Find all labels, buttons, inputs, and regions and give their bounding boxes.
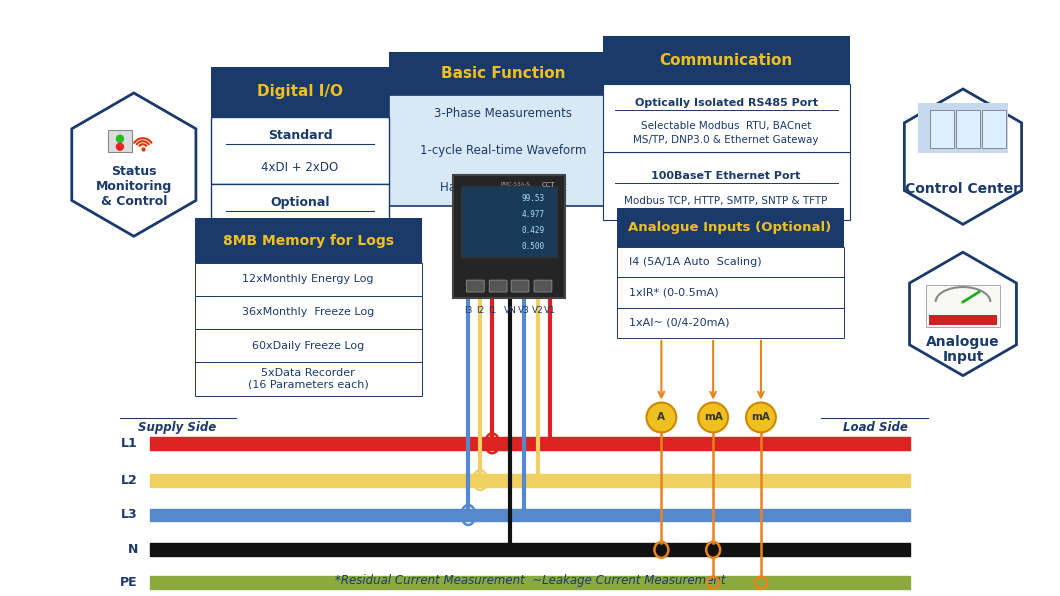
FancyBboxPatch shape (195, 362, 422, 396)
FancyBboxPatch shape (108, 130, 131, 152)
FancyBboxPatch shape (617, 247, 844, 277)
Polygon shape (909, 252, 1017, 375)
FancyBboxPatch shape (930, 315, 996, 325)
Text: Status
Monitoring
& Control: Status Monitoring & Control (95, 165, 172, 208)
Text: I2: I2 (476, 306, 484, 315)
FancyBboxPatch shape (212, 117, 389, 184)
Text: Control Center: Control Center (905, 182, 1021, 195)
Text: Harmonics up to 31st: Harmonics up to 31st (440, 181, 566, 194)
Text: Analogue: Analogue (926, 335, 1000, 349)
Text: 3-Phase Measurements: 3-Phase Measurements (435, 107, 572, 120)
FancyBboxPatch shape (389, 95, 618, 206)
Circle shape (699, 402, 728, 432)
Text: PMC-53A-S: PMC-53A-S (500, 182, 530, 187)
FancyBboxPatch shape (926, 285, 1000, 327)
Text: Digital I/O: Digital I/O (258, 85, 343, 100)
FancyBboxPatch shape (617, 277, 844, 308)
Text: *Residual Current Measurement  ~Leakage Current Measurement: *Residual Current Measurement ~Leakage C… (335, 573, 725, 586)
FancyBboxPatch shape (617, 209, 844, 247)
Circle shape (647, 402, 676, 432)
Text: 8MB Memory for Logs: 8MB Memory for Logs (223, 234, 393, 247)
Text: 36xMonthly  Freeze Log: 36xMonthly Freeze Log (242, 308, 374, 318)
FancyBboxPatch shape (461, 185, 556, 257)
Text: 1-cycle Real-time Waveform: 1-cycle Real-time Waveform (420, 144, 586, 157)
FancyBboxPatch shape (490, 280, 507, 292)
FancyBboxPatch shape (389, 52, 618, 95)
Text: 1xIR* (0-0.5mA): 1xIR* (0-0.5mA) (629, 287, 719, 297)
FancyBboxPatch shape (617, 308, 844, 338)
Text: Analogue Inputs (Optional): Analogue Inputs (Optional) (629, 221, 832, 234)
FancyBboxPatch shape (603, 152, 849, 221)
FancyBboxPatch shape (956, 110, 979, 148)
Text: L3: L3 (121, 508, 138, 522)
FancyBboxPatch shape (195, 263, 422, 296)
Text: MS/TP, DNP3.0 & Ethernet Gateway: MS/TP, DNP3.0 & Ethernet Gateway (633, 135, 818, 145)
Text: Optically Isolated RS485 Port: Optically Isolated RS485 Port (635, 98, 817, 108)
Text: 4xDI + 2xSS Pulse Output: 4xDI + 2xSS Pulse Output (224, 226, 376, 239)
Text: 99.53: 99.53 (522, 194, 545, 203)
Text: mA: mA (704, 412, 723, 423)
FancyBboxPatch shape (212, 67, 389, 117)
Text: Optional: Optional (270, 196, 330, 209)
FancyBboxPatch shape (466, 280, 484, 292)
Text: V1: V1 (544, 306, 555, 315)
Text: 1xAI~ (0/4-20mA): 1xAI~ (0/4-20mA) (629, 318, 729, 328)
FancyBboxPatch shape (195, 296, 422, 329)
Text: Basic Function: Basic Function (441, 66, 565, 81)
FancyBboxPatch shape (603, 36, 849, 84)
Text: Load Side: Load Side (843, 421, 907, 434)
FancyBboxPatch shape (930, 110, 954, 148)
Text: VN: VN (504, 306, 516, 315)
Text: Modbus TCP, HTTP, SMTP, SNTP & TFTP: Modbus TCP, HTTP, SMTP, SNTP & TFTP (624, 196, 828, 206)
Text: I1: I1 (488, 306, 496, 315)
FancyBboxPatch shape (195, 218, 422, 263)
Circle shape (746, 402, 776, 432)
FancyBboxPatch shape (454, 175, 565, 298)
Text: 12xMonthly Energy Log: 12xMonthly Energy Log (243, 274, 374, 284)
FancyBboxPatch shape (534, 280, 552, 292)
Text: A: A (657, 412, 666, 423)
Text: N: N (127, 544, 138, 556)
Polygon shape (72, 93, 196, 236)
Polygon shape (904, 89, 1022, 224)
FancyBboxPatch shape (982, 110, 1006, 148)
Text: CCT: CCT (542, 182, 555, 188)
Text: 4xDI + 2xDO: 4xDI + 2xDO (262, 161, 339, 173)
Text: V2: V2 (532, 306, 544, 315)
Circle shape (117, 143, 123, 150)
Text: 0.429: 0.429 (522, 226, 545, 235)
Text: 4.977: 4.977 (522, 210, 545, 219)
Text: I4 (5A/1A Auto  Scaling): I4 (5A/1A Auto Scaling) (629, 257, 761, 268)
Text: Communication: Communication (659, 52, 793, 68)
Text: 5xData Recorder
(16 Parameters each): 5xData Recorder (16 Parameters each) (248, 368, 369, 390)
Text: Input: Input (942, 350, 984, 364)
Text: mA: mA (752, 412, 771, 423)
Text: Selectable Modbus  RTU, BACnet: Selectable Modbus RTU, BACnet (641, 122, 811, 131)
FancyBboxPatch shape (195, 329, 422, 362)
Text: V3: V3 (518, 306, 530, 315)
Text: Standard: Standard (268, 129, 333, 142)
Text: PE: PE (120, 576, 138, 589)
Text: Supply Side: Supply Side (138, 421, 216, 434)
Text: I3: I3 (464, 306, 473, 315)
Text: 0.500: 0.500 (522, 242, 545, 251)
FancyBboxPatch shape (918, 103, 1008, 153)
Text: 60xDaily Freeze Log: 60xDaily Freeze Log (252, 341, 365, 350)
Circle shape (117, 135, 123, 142)
Text: L2: L2 (121, 474, 138, 487)
FancyBboxPatch shape (603, 84, 849, 152)
FancyBboxPatch shape (212, 184, 389, 252)
FancyBboxPatch shape (511, 280, 529, 292)
Text: 100BaseT Ethernet Port: 100BaseT Ethernet Port (652, 171, 800, 181)
Text: L1: L1 (121, 437, 138, 450)
